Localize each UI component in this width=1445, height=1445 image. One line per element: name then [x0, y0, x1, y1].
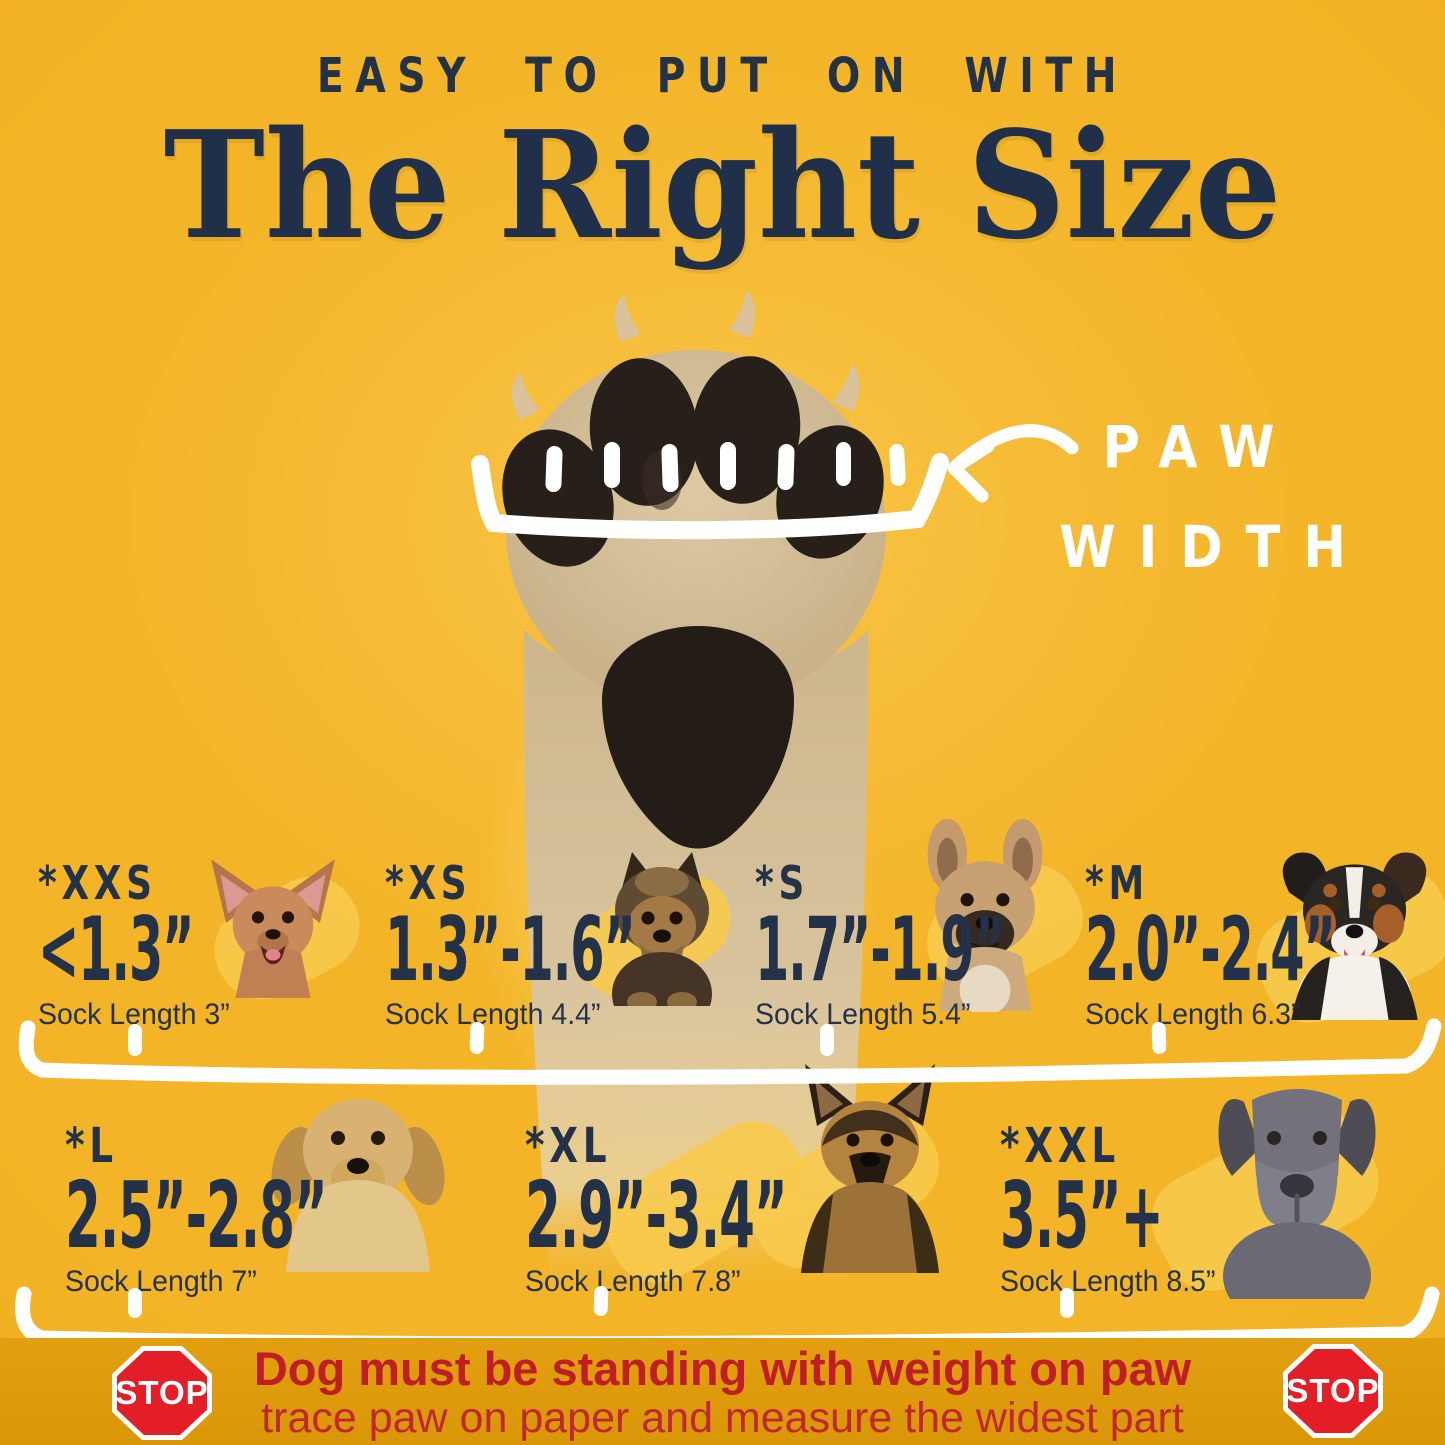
size-label: *XS	[385, 856, 472, 910]
size-range: 3.5”+	[1000, 1162, 1164, 1269]
stop-sign-icon: STOP	[1283, 1344, 1383, 1438]
size-range: <1.3”	[38, 898, 195, 1001]
dog-photo-great-dane	[1218, 1089, 1376, 1299]
stop-sign-icon: STOP	[112, 1346, 212, 1440]
size-block-xxs: *XXS <1.3” Sock Length 3”	[38, 860, 315, 1030]
size-range: 2.0”-2.4”	[1085, 898, 1336, 1001]
size-block-xl: *XL 2.9”-3.4” Sock Length 7.8”	[525, 1122, 992, 1297]
size-range: 2.5”-2.8”	[65, 1162, 328, 1269]
dog-photo-german-shepherd	[801, 1064, 939, 1273]
size-label: *S	[755, 856, 809, 910]
divider-ticks	[128, 1286, 1074, 1318]
stop-sign-label: STOP	[117, 1351, 207, 1435]
size-block-s: *S 1.7”-1.9” Sock Length 5.4”	[755, 860, 1201, 1030]
size-label: *M	[1085, 856, 1149, 910]
size-range: 1.7”-1.9”	[755, 898, 1006, 1001]
size-block-xxl: *XXL 3.5”+ Sock Length 8.5”	[1000, 1122, 1291, 1297]
sock-length-label: Sock Length 4.4”	[385, 998, 601, 1032]
size-block-xs: *XS 1.3”-1.6” Sock Length 4.4”	[385, 860, 831, 1030]
sock-length-label: Sock Length 6.3”	[1085, 998, 1301, 1032]
size-label: *XXL	[1000, 1118, 1120, 1174]
paw-width-line2: WIDTH	[1059, 512, 1369, 581]
sock-length-label: Sock Length 5.4”	[755, 998, 971, 1032]
sock-length-label: Sock Length 8.5”	[1000, 1265, 1216, 1299]
row-divider-1	[18, 1018, 1442, 1085]
size-range: 2.9”-3.4”	[525, 1162, 788, 1269]
measure-bracket-icon	[471, 442, 949, 540]
dog-photo-australian-shepherd	[1282, 852, 1427, 1020]
dog-photo-golden-retriever	[271, 1099, 445, 1272]
size-label: *XL	[525, 1118, 612, 1174]
sock-length-label: Sock Length 7.8”	[525, 1265, 741, 1299]
dog-photo-french-bulldog	[927, 818, 1043, 1012]
warning-bar: Dog must be standing with weight on paw …	[0, 1338, 1445, 1445]
size-label: *L	[65, 1118, 118, 1174]
warning-line1: Dog must be standing with weight on paw	[253, 1342, 1192, 1396]
paw-width-label: PAW WIDTH	[1059, 398, 1369, 598]
dog-photo-yorkshire-terrier-puppy	[612, 852, 712, 1006]
size-label: *XXS	[38, 856, 157, 910]
warning-text: Dog must be standing with weight on paw …	[254, 1344, 1191, 1440]
size-range: 1.3”-1.6”	[385, 898, 636, 1001]
divider-ticks	[128, 1022, 1167, 1056]
curved-arrow-icon	[947, 424, 1079, 503]
kicker-text: EASY TO PUT ON WITH	[316, 48, 1129, 104]
size-block-m: *M 2.0”-2.4” Sock Length 6.3”	[1085, 860, 1445, 1030]
dog-photo-chihuahua	[211, 859, 335, 998]
page-title: The Right Size	[163, 98, 1282, 272]
warning-line2: trace paw on paper and measure the wides…	[261, 1393, 1184, 1442]
sock-length-label: Sock Length 7”	[65, 1265, 257, 1299]
tick-marks	[545, 442, 906, 492]
central-pad	[602, 626, 794, 849]
paw-claws	[512, 290, 860, 420]
size-block-l: *L 2.5”-2.8” Sock Length 7”	[65, 1122, 532, 1297]
paw-width-line1: PAW	[1102, 413, 1298, 481]
stop-sign-label: STOP	[1288, 1349, 1378, 1433]
